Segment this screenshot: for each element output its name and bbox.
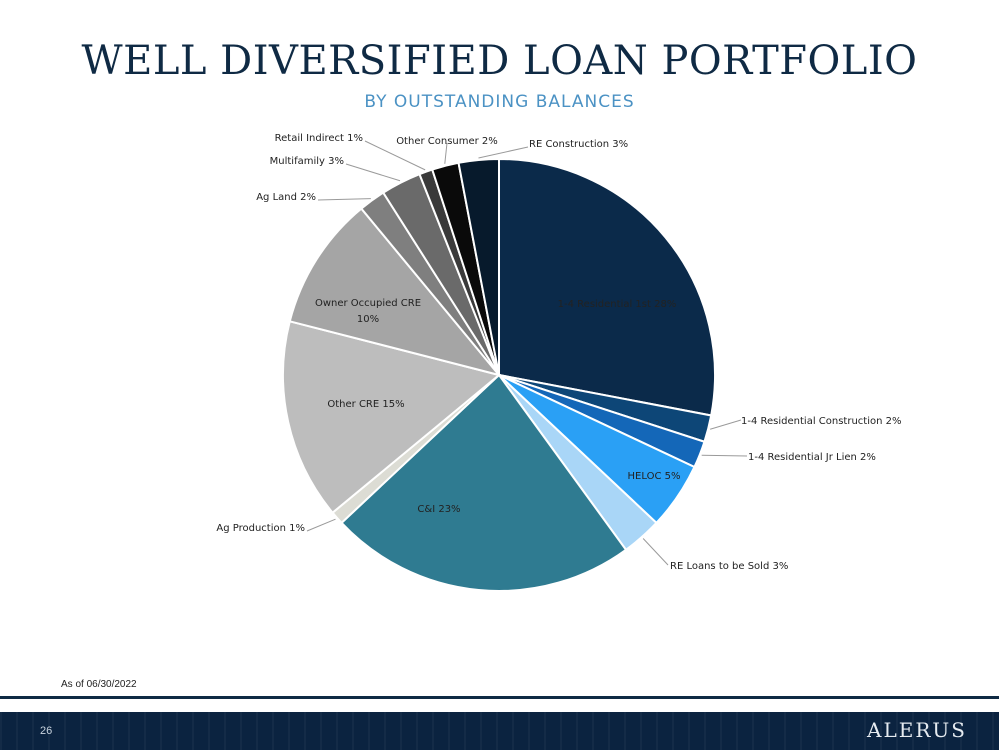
brand-logo: ALERUS xyxy=(867,718,967,742)
slice-label: Multifamily 3% xyxy=(270,156,344,167)
slice-label: Retail Indirect 1% xyxy=(275,133,363,144)
slice-label: RE Loans to be Sold 3% xyxy=(670,561,788,572)
slice-label: Ag Production 1% xyxy=(216,523,305,534)
leader-line xyxy=(364,140,426,171)
as-of-date: As of 06/30/2022 xyxy=(61,679,137,690)
slice-label: RE Construction 3% xyxy=(529,139,628,150)
slice-label: Ag Land 2% xyxy=(256,192,316,203)
leader-line xyxy=(317,198,371,201)
leader-line xyxy=(345,163,401,182)
loan-portfolio-pie-chart: 1-4 Residential 1st 28% 1-4 Residential C… xyxy=(216,133,902,592)
footer-divider xyxy=(0,696,999,699)
slice-label: Owner Occupied CRE 10% xyxy=(315,298,421,325)
leader-line xyxy=(710,419,742,430)
slice-label: Other CRE 15% xyxy=(327,399,404,410)
slice-label: 1-4 Residential 1st 28% xyxy=(558,299,677,310)
slice-label: HELOC 5% xyxy=(628,471,681,482)
pie-slice xyxy=(498,157,716,417)
leader-line xyxy=(306,518,336,532)
pie-slice xyxy=(288,207,502,377)
pie-slice xyxy=(282,320,502,515)
footer-bar: 26 ALERUS xyxy=(0,712,999,750)
slide-subtitle: BY OUTSTANDING BALANCES xyxy=(364,92,635,112)
slice-label: 1-4 Residential Jr Lien 2% xyxy=(748,452,876,463)
pie-slice xyxy=(457,157,500,376)
leader-line xyxy=(701,454,748,457)
leader-line xyxy=(642,538,669,566)
slide-title: WELL DIVERSIFIED LOAN PORTFOLIO xyxy=(81,38,918,84)
pie-slice xyxy=(340,373,628,592)
leader-line xyxy=(444,142,448,164)
slice-label: Other Consumer 2% xyxy=(396,136,498,147)
page-number: 26 xyxy=(40,725,53,737)
leader-line xyxy=(478,146,529,159)
slice-label: 1-4 Residential Construction 2% xyxy=(741,416,902,427)
slice-label: C&I 23% xyxy=(417,504,460,515)
